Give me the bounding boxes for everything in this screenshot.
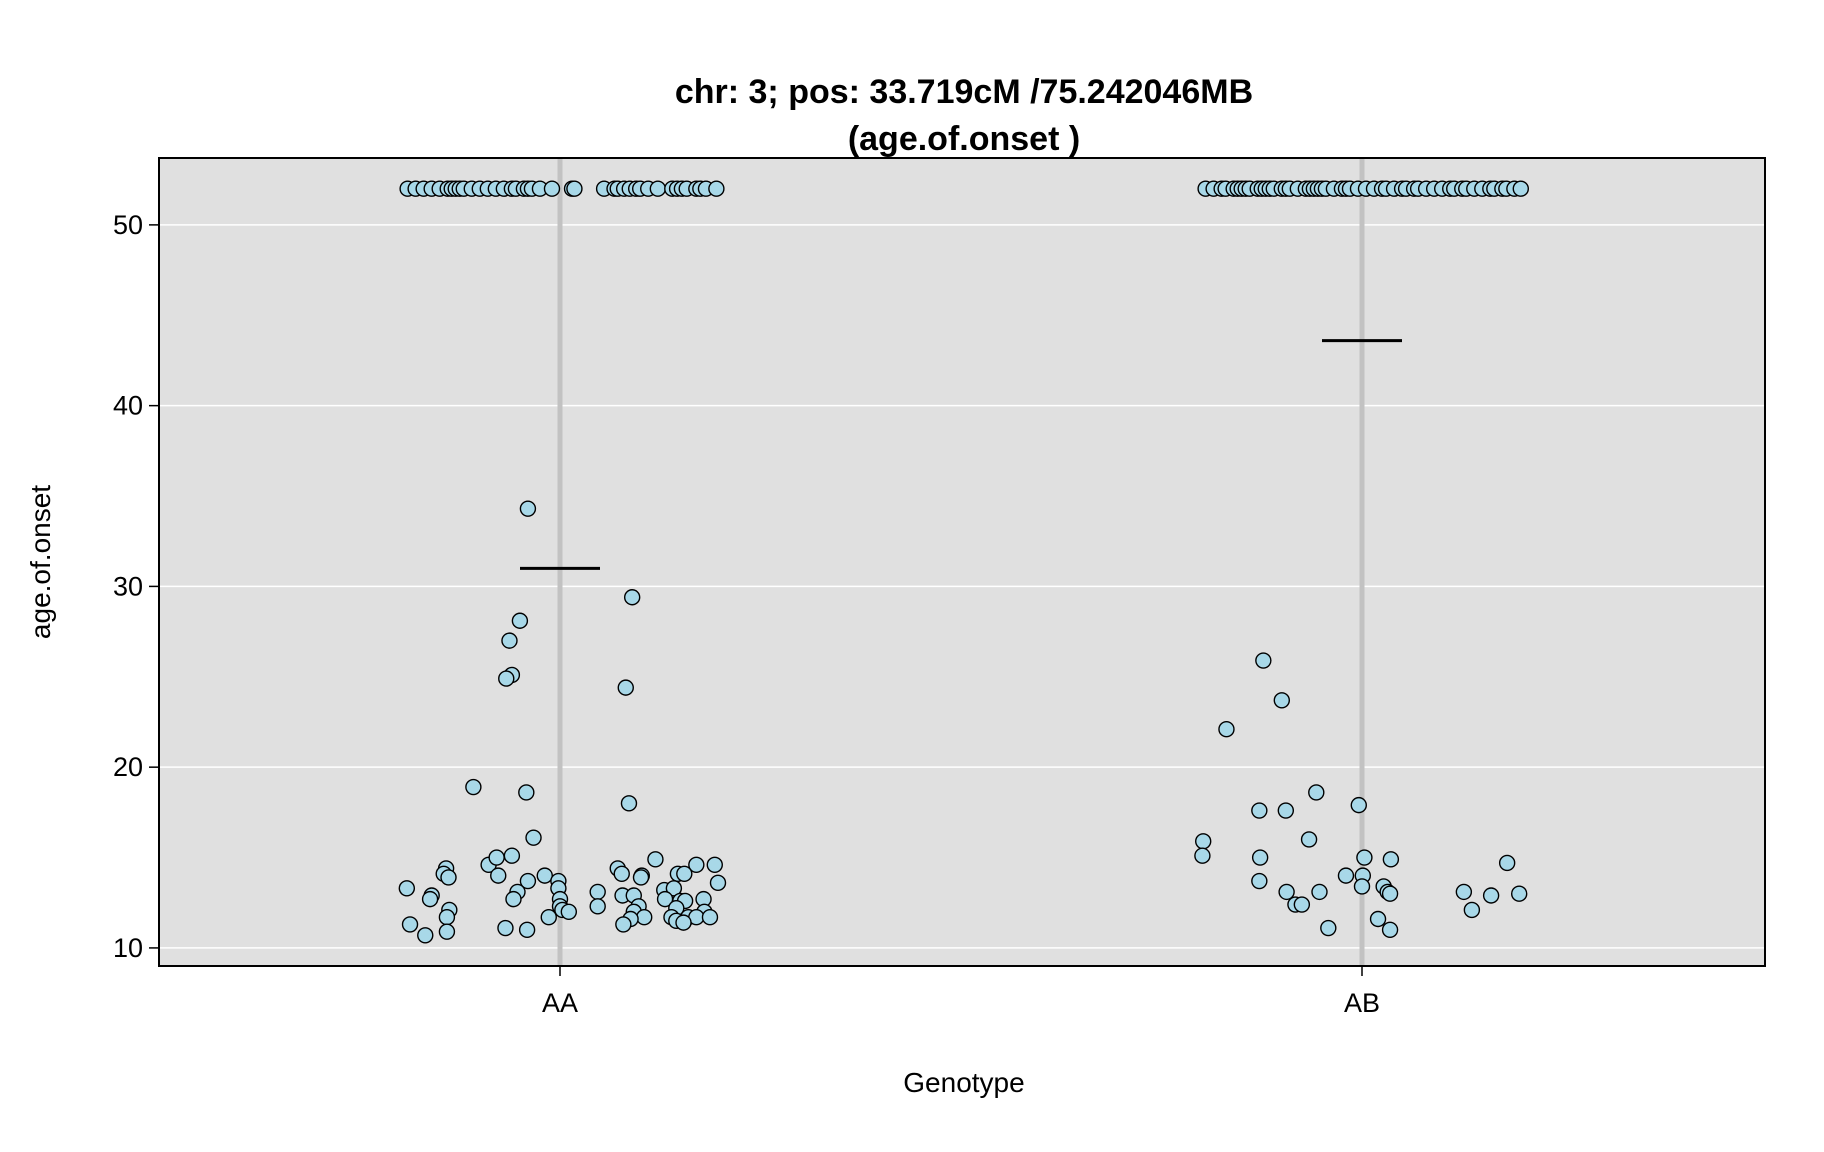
data-point-AA-46 <box>465 778 482 796</box>
data-point-AA-50 <box>488 849 505 866</box>
data-point-AA-23 <box>566 180 583 197</box>
data-point-AB-57 <box>1350 796 1367 814</box>
x-tick-label-AB: AB <box>1344 988 1380 1018</box>
data-point-AA-82 <box>613 865 630 883</box>
x-tick-label-AA: AA <box>542 988 578 1018</box>
data-point-AA-78 <box>617 679 634 696</box>
data-point-AA-47 <box>518 784 535 801</box>
data-point-AB-78 <box>1510 885 1528 902</box>
data-point-AA-92 <box>589 883 606 901</box>
data-point-AA-21 <box>543 180 561 197</box>
data-point-AB-66 <box>1498 854 1516 872</box>
data-point-AB-60 <box>1300 831 1318 848</box>
plot-border <box>158 157 1766 967</box>
data-point-AA-89 <box>709 874 727 892</box>
data-point-AB-54 <box>1273 692 1291 709</box>
data-point-AA-40 <box>708 180 725 197</box>
chart-title-line2: (age.of.onset ) <box>848 120 1080 158</box>
data-point-AA-72 <box>401 916 419 933</box>
data-point-AB-63 <box>1251 849 1269 866</box>
y-tick-label-40: 40 <box>113 391 143 421</box>
data-point-AB-80 <box>1293 896 1311 913</box>
data-point-AB-81 <box>1463 901 1481 919</box>
y-tick-label-30: 30 <box>113 571 143 601</box>
y-axis-label: age.of.onset <box>25 485 56 639</box>
chart-title-line1: chr: 3; pos: 33.719cM /75.242046MB <box>675 73 1253 111</box>
data-point-AA-107 <box>701 908 719 926</box>
data-point-AB-82 <box>1369 910 1387 928</box>
data-point-AA-64 <box>505 890 522 908</box>
data-point-AA-41 <box>519 500 537 517</box>
y-tick-label-20: 20 <box>113 752 143 782</box>
data-point-AA-77 <box>623 589 641 606</box>
data-point-AA-80 <box>647 851 664 868</box>
data-point-AA-76 <box>417 927 434 944</box>
data-point-AA-45 <box>498 670 515 687</box>
data-point-AB-56 <box>1308 784 1325 801</box>
data-point-AA-74 <box>518 921 536 939</box>
y-tick-label-50: 50 <box>113 210 143 240</box>
data-point-AB-53 <box>1255 652 1272 669</box>
data-point-AB-59 <box>1277 802 1295 819</box>
data-point-AA-73 <box>497 919 514 937</box>
data-point-AA-112 <box>615 916 632 933</box>
data-point-AA-88 <box>676 865 693 883</box>
data-point-AA-67 <box>438 908 456 926</box>
data-point-AA-57 <box>519 872 537 890</box>
data-point-AA-91 <box>665 880 683 897</box>
data-point-AB-65 <box>1382 851 1400 868</box>
data-point-AA-55 <box>490 867 507 884</box>
data-point-AA-54 <box>440 869 457 886</box>
data-point-AB-55 <box>1218 721 1235 738</box>
data-point-AB-61 <box>1195 833 1212 850</box>
data-point-AA-108 <box>636 908 653 926</box>
data-point-AA-111 <box>675 914 692 931</box>
data-point-AB-73 <box>1311 883 1328 901</box>
data-point-AB-75 <box>1381 885 1399 902</box>
data-point-AB-64 <box>1356 849 1373 866</box>
data-point-AA-75 <box>438 923 456 940</box>
data-point-AA-51 <box>503 847 521 864</box>
data-point-AA-70 <box>560 903 578 920</box>
data-point-AB-72 <box>1278 883 1295 901</box>
data-point-AA-42 <box>511 612 529 629</box>
data-point-AB-69 <box>1251 872 1268 890</box>
data-point-AA-86 <box>706 856 723 873</box>
data-point-AB-83 <box>1320 919 1337 937</box>
data-point-AB-70 <box>1353 878 1371 895</box>
data-point-AA-79 <box>620 795 638 812</box>
data-point-AA-48 <box>525 829 542 846</box>
data-point-AA-59 <box>398 880 416 897</box>
data-point-AA-56 <box>536 867 553 884</box>
data-point-AA-99 <box>589 898 606 915</box>
data-point-AA-85 <box>688 856 705 873</box>
data-point-AB-52 <box>1512 180 1529 197</box>
data-point-AB-67 <box>1337 867 1355 884</box>
data-point-AB-62 <box>1194 847 1211 864</box>
plot-panel <box>159 158 1765 966</box>
data-point-AA-43 <box>501 632 518 649</box>
data-point-AA-84 <box>632 869 650 886</box>
data-point-AB-84 <box>1381 921 1399 939</box>
data-point-AA-32 <box>649 180 667 197</box>
x-axis-label: Genotype <box>903 1067 1024 1098</box>
data-point-AB-58 <box>1251 802 1268 819</box>
data-point-AA-63 <box>421 890 439 908</box>
data-point-AA-71 <box>540 908 557 926</box>
y-tick-label-10: 10 <box>113 933 143 963</box>
data-point-AB-77 <box>1482 887 1500 904</box>
data-point-AB-76 <box>1455 883 1473 901</box>
